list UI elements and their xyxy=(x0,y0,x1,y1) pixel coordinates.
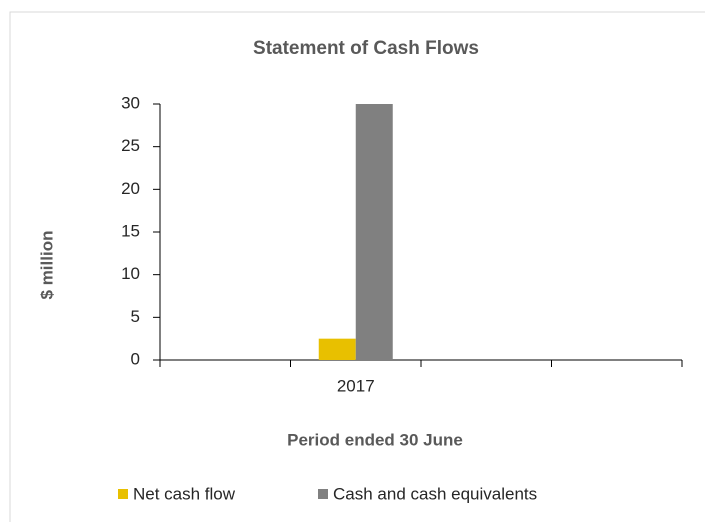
y-tick-label: 5 xyxy=(131,307,140,326)
chart-title: Statement of Cash Flows xyxy=(253,38,479,59)
y-tick-label: 30 xyxy=(121,93,140,112)
legend-label: Net cash flow xyxy=(133,484,236,503)
bar xyxy=(318,338,356,360)
x-tick-label: 2017 xyxy=(337,376,375,395)
chart-border xyxy=(9,11,705,522)
y-tick-label: 10 xyxy=(121,264,140,283)
y-tick-label: 20 xyxy=(121,179,140,198)
y-tick-label: 25 xyxy=(121,136,140,155)
bar xyxy=(355,104,393,360)
legend-label: Cash and cash equivalents xyxy=(333,484,537,503)
y-tick-label: 15 xyxy=(121,221,140,240)
y-tick-label: 0 xyxy=(131,349,140,368)
legend-swatch xyxy=(118,489,128,499)
y-axis-title: $ million xyxy=(37,231,56,300)
x-axis-title: Period ended 30 June xyxy=(287,430,463,449)
legend-swatch xyxy=(318,489,328,499)
